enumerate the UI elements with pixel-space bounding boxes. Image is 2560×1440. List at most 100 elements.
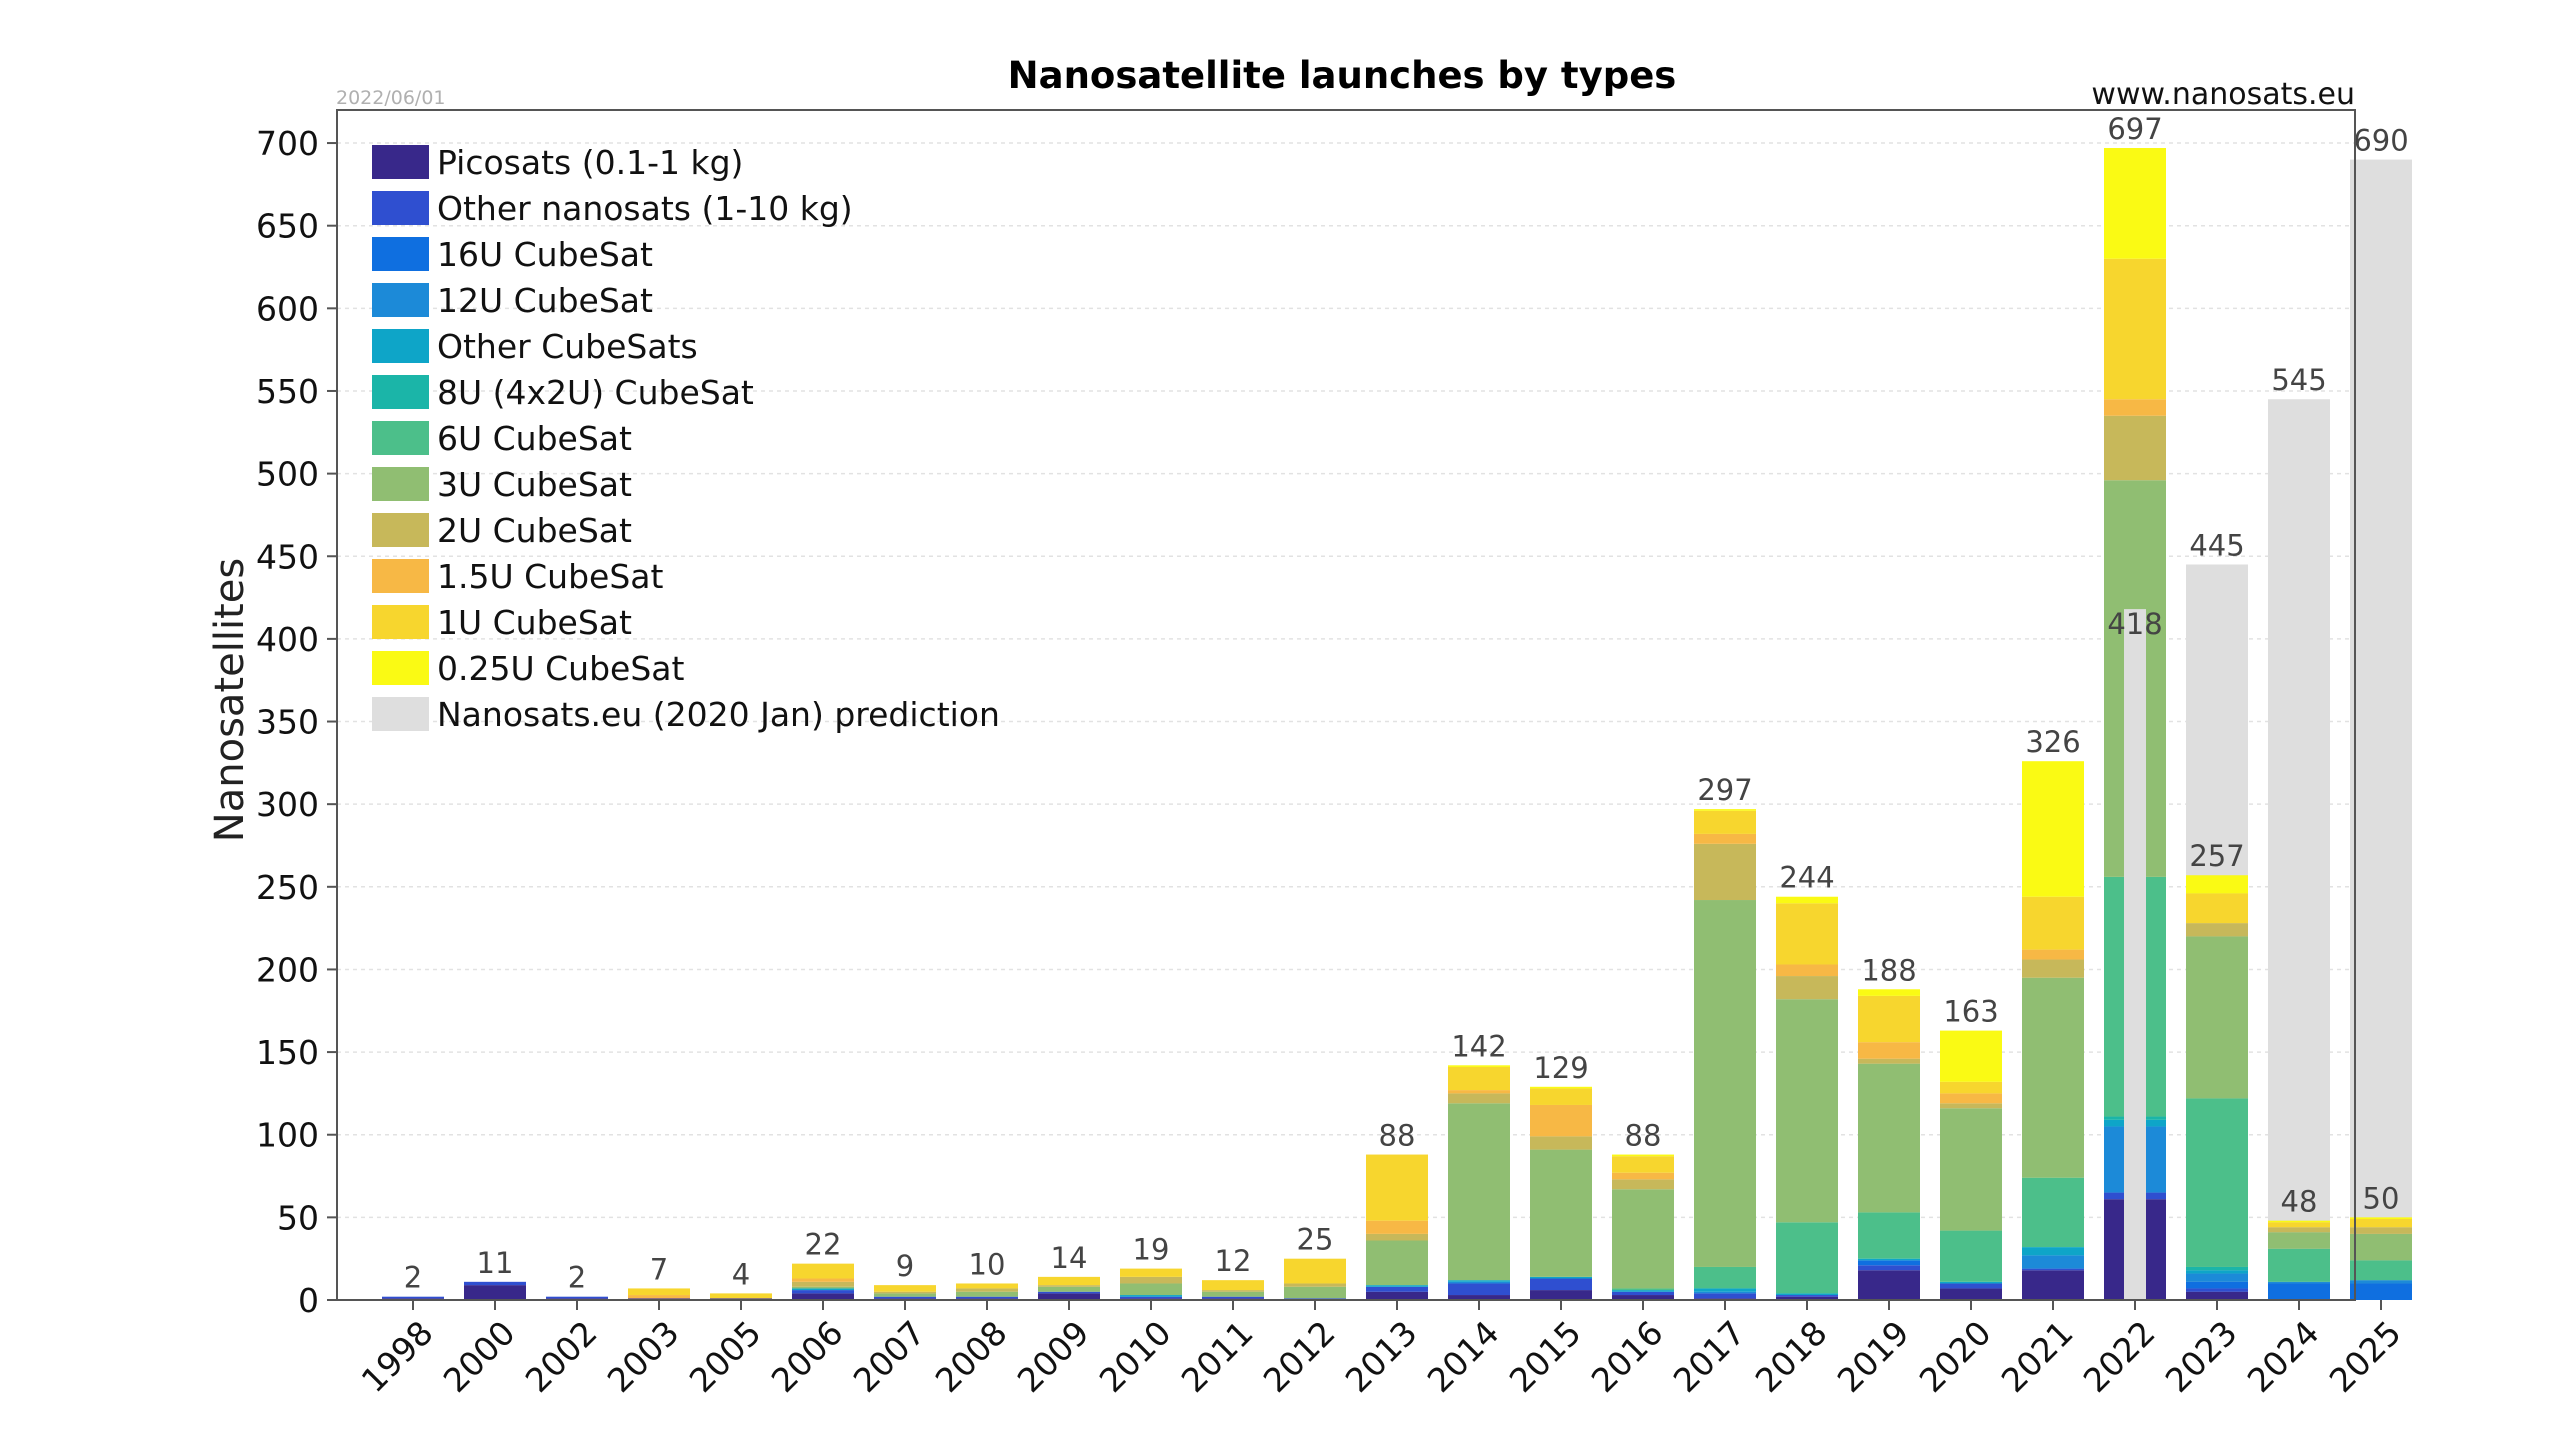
bar-segment xyxy=(1120,1283,1182,1296)
bar-segment xyxy=(2268,1248,2330,1282)
bar-stack xyxy=(1940,1030,2002,1300)
bar-stack xyxy=(1776,896,1838,1300)
legend-swatch xyxy=(372,467,429,501)
bar-segment xyxy=(1202,1296,1264,1299)
bar-segment xyxy=(1612,1156,1674,1173)
bar-segment xyxy=(874,1293,936,1297)
total-label: 244 xyxy=(1779,861,1834,895)
x-tick-label: 2006 xyxy=(764,1313,851,1400)
x-tick-label: 2014 xyxy=(1420,1313,1507,1400)
bar-segment xyxy=(2104,1116,2124,1120)
bar-segment xyxy=(1940,1093,2002,1104)
total-label: 4 xyxy=(732,1257,750,1291)
legend-swatch xyxy=(372,375,429,409)
x-tick-label: 2005 xyxy=(682,1313,769,1400)
x-tick-label: 2019 xyxy=(1830,1313,1917,1400)
bar-segment xyxy=(382,1296,444,1299)
bar-segment xyxy=(464,1281,526,1286)
bar-segment xyxy=(2186,923,2248,937)
bar-segment xyxy=(1694,1293,1756,1299)
bar-segment xyxy=(1776,903,1838,965)
bar-segment xyxy=(1530,1290,1592,1300)
bar-stack xyxy=(2104,148,2166,1300)
y-tick-label: 650 xyxy=(256,207,319,246)
bar-segment xyxy=(874,1285,936,1292)
chart-date: 2022/06/01 xyxy=(336,87,446,109)
bar-stack xyxy=(1366,1154,1428,1300)
bar-segment xyxy=(2146,1192,2166,1200)
x-tick-label: 2009 xyxy=(1010,1313,1097,1400)
bar-segment xyxy=(1694,1266,1756,1289)
chart-title: Nanosatellite launches by types xyxy=(1008,54,1677,97)
bar-segment xyxy=(792,1281,854,1287)
bar-segment xyxy=(956,1283,1018,1289)
legend-label: 3U CubeSat xyxy=(437,465,632,504)
bar-segment xyxy=(2022,959,2084,978)
bar-segment xyxy=(956,1288,1018,1292)
bar-segment xyxy=(2350,1217,2412,1220)
bar-stack xyxy=(1202,1280,1264,1300)
bar-segment xyxy=(2186,1288,2248,1292)
x-tick-label: 2000 xyxy=(436,1313,523,1400)
bar-segment xyxy=(1038,1285,1100,1287)
total-label: 10 xyxy=(969,1247,1006,1281)
bar-segment xyxy=(1940,1230,2002,1282)
x-tick-label: 2015 xyxy=(1502,1313,1589,1400)
legend-swatch xyxy=(372,145,429,179)
plot-frame xyxy=(336,109,2356,1301)
bar-segment xyxy=(1448,1295,1510,1300)
bar-segment xyxy=(2268,1220,2330,1223)
total-label: 326 xyxy=(2025,725,2080,759)
legend-label: 1U CubeSat xyxy=(437,603,632,642)
bar-segment xyxy=(464,1285,526,1300)
bar-segment xyxy=(792,1290,854,1294)
bar-segment xyxy=(2146,876,2166,1117)
bar-segment xyxy=(874,1291,936,1294)
bar-stack xyxy=(1120,1268,1182,1300)
legend-swatch xyxy=(372,191,429,225)
total-label: 163 xyxy=(1943,995,1998,1029)
bar-stack xyxy=(1448,1065,1510,1300)
bar-segment xyxy=(628,1295,690,1299)
bar-segment xyxy=(1776,1295,1838,1297)
y-axis-label: Nanosatellites xyxy=(207,558,253,842)
bar-segment xyxy=(2104,1199,2124,1300)
total-label: 142 xyxy=(1451,1029,1506,1063)
bar-segment xyxy=(1284,1286,1346,1299)
bar-segment xyxy=(1366,1291,1428,1300)
bar-segment xyxy=(1366,1240,1428,1286)
bar-segment xyxy=(1940,1281,2002,1284)
bar-segment xyxy=(2186,936,2248,1099)
bar-stack xyxy=(792,1263,854,1300)
bar-segment xyxy=(1448,1065,1510,1067)
bar-segment xyxy=(2146,1199,2166,1300)
bar-segment xyxy=(956,1291,1018,1297)
bar-segment xyxy=(2022,896,2084,950)
bar-segment xyxy=(792,1286,854,1289)
bar-segment xyxy=(1612,1172,1674,1180)
bar-segment xyxy=(546,1296,608,1299)
legend-label: Other nanosats (1-10 kg) xyxy=(437,189,853,228)
bar-segment xyxy=(1694,810,1756,834)
x-tick-label: 2024 xyxy=(2240,1313,2327,1400)
prediction-bar xyxy=(2350,159,2412,1300)
bar-segment xyxy=(792,1288,854,1291)
total-label: 697 xyxy=(2107,112,2162,146)
legend-label: Other CubeSats xyxy=(437,327,698,366)
total-label: 7 xyxy=(650,1252,668,1286)
bar-segment xyxy=(2350,1219,2412,1228)
bar-segment xyxy=(1858,1042,1920,1059)
bar-segment xyxy=(2350,1260,2412,1281)
bar-segment xyxy=(2268,1232,2330,1249)
bar-segment xyxy=(1120,1296,1182,1299)
bar-segment xyxy=(2350,1280,2412,1284)
y-tick-label: 200 xyxy=(256,950,319,989)
prediction-label: 545 xyxy=(2271,363,2326,397)
legend-label: 12U CubeSat xyxy=(437,281,653,320)
bar-segment xyxy=(2146,1126,2166,1193)
x-tick-label: 2017 xyxy=(1666,1313,1753,1400)
bar-segment xyxy=(1612,1154,1674,1157)
bar-segment xyxy=(628,1288,690,1296)
bar-segment xyxy=(1858,1063,1920,1213)
